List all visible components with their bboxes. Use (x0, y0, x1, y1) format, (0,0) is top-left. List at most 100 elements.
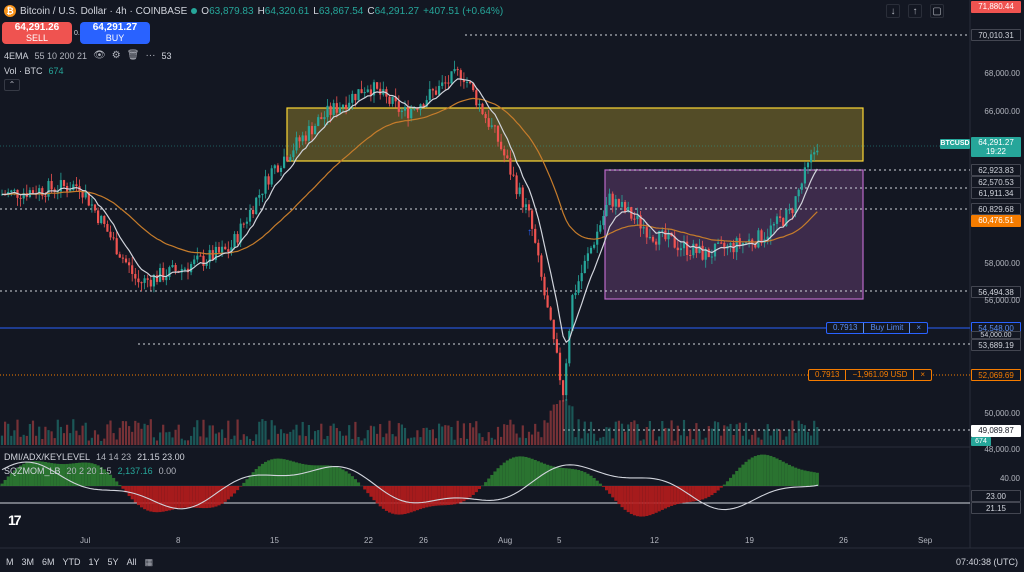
range-button[interactable]: 1Y (88, 557, 100, 567)
candle-body (583, 260, 586, 274)
candle-body (816, 150, 819, 153)
candle-body (655, 241, 658, 245)
volume-bar (35, 435, 38, 445)
sell-button[interactable]: 64,291.26 SELL (2, 22, 72, 44)
candle-body (552, 319, 555, 340)
volume-bar (732, 435, 735, 445)
volume-bar (41, 439, 44, 445)
dmi-indicator-row[interactable]: DMI/ADX/KEYLEVEL 14 14 23 21.15 23.00 (4, 452, 185, 462)
momentum-bar (9, 473, 13, 486)
momentum-bar (149, 486, 153, 512)
momentum-bar (313, 465, 317, 486)
momentum-bar (223, 486, 227, 502)
momentum-bar (713, 486, 717, 493)
candle-body (149, 279, 152, 287)
momentum-bar (784, 463, 788, 486)
candle-body (689, 254, 692, 256)
delete-icon[interactable]: 🗑 (126, 50, 140, 61)
volume-bar (639, 440, 642, 445)
momentum-bar (685, 486, 689, 503)
candle-body (286, 156, 289, 161)
utc-clock[interactable]: 07:40:38 (UTC) (955, 557, 1018, 567)
range-button[interactable]: M (6, 557, 14, 567)
candle-body (450, 71, 453, 84)
candle-body (258, 195, 261, 198)
momentum-bar (434, 486, 438, 506)
volume-bar (168, 431, 171, 445)
candle-body (193, 259, 196, 265)
momentum-bar (676, 486, 680, 505)
time-label: 5 (557, 536, 562, 545)
range-button[interactable]: 3M (21, 557, 35, 567)
volume-bar (289, 431, 292, 445)
range-button[interactable]: YTD (62, 557, 81, 567)
time-axis[interactable]: Jul 8 15 22 26 Aug 5 12 19 26 Sep (0, 532, 970, 548)
range-button[interactable]: All (126, 557, 137, 567)
candle-body (472, 83, 475, 91)
momentum-bar (518, 456, 522, 486)
symbol-title[interactable]: Bitcoin / U.S. Dollar · 4h · COINBASE (20, 5, 188, 17)
momentum-bar (161, 486, 165, 512)
momentum-bar (601, 486, 605, 487)
candle-body (397, 101, 400, 112)
buy-limit-order[interactable]: 0.7913 Buy Limit × (826, 322, 929, 334)
volume-indicator-row[interactable]: Vol · BTC 674 (4, 66, 64, 76)
momentum-bar (456, 486, 460, 504)
volume-bar (180, 438, 183, 445)
candle-body (224, 246, 227, 250)
maximize-icon[interactable]: ▢ (930, 4, 944, 18)
volume-bar (540, 437, 543, 445)
momentum-bar (183, 486, 187, 508)
volume-bar (137, 422, 140, 445)
more-icon[interactable]: ··· (145, 50, 156, 61)
momentum-bar (636, 486, 640, 517)
calendar-icon[interactable]: ▦ (144, 556, 154, 567)
candle-body (627, 207, 630, 212)
momentum-bar (766, 455, 770, 486)
volume-bar (146, 425, 149, 445)
volume-bar (273, 425, 276, 445)
time-label: 26 (839, 536, 848, 545)
ema-indicator-row[interactable]: 4EMA 55 10 200 21 👁 ⚙ 🗑 ··· 53 (4, 50, 172, 61)
buy-button[interactable]: 64,291.27 BUY (80, 22, 150, 44)
arrow-down-icon[interactable]: ↓ (886, 4, 900, 18)
momentum-bar (505, 460, 509, 486)
candle-body (366, 89, 369, 93)
momentum-bar (592, 478, 596, 486)
arrow-up-icon[interactable]: ↑ (908, 4, 922, 18)
momentum-bar (96, 465, 100, 486)
candle-body (710, 256, 713, 258)
range-button[interactable]: 5Y (107, 557, 119, 567)
price-label: 68,000.00 (984, 69, 1020, 78)
range-button[interactable]: 6M (42, 557, 55, 567)
collapse-indicators-button[interactable]: ⌃ (4, 79, 20, 91)
eye-icon[interactable]: 👁 (93, 50, 106, 61)
volume-bar (580, 438, 583, 445)
close-position-icon[interactable]: × (920, 370, 926, 379)
position-order[interactable]: 0.7913 −1,961.09 USD × (808, 369, 933, 381)
volume-bar (25, 435, 28, 445)
candle-body (748, 239, 751, 243)
candle-body (493, 125, 496, 127)
volume-bar (701, 439, 704, 445)
candle-body (571, 295, 574, 331)
settings-icon[interactable]: ⚙ (111, 50, 121, 61)
volume-bar (31, 420, 35, 445)
level-tag: 70,010.31 (971, 29, 1021, 41)
volume-bar (307, 424, 310, 445)
level-tag: 62,923.83 (971, 164, 1021, 176)
volume-bar (186, 440, 190, 445)
momentum-bar (763, 454, 767, 486)
volume-bar (248, 438, 252, 445)
candle-body (31, 190, 35, 194)
momentum-bar (189, 486, 193, 508)
volume-bar (729, 423, 732, 445)
volume-bar (589, 421, 593, 445)
volume-bar (459, 438, 462, 445)
sqzmom-indicator-row[interactable]: SQZMOM_LB 20 2 20 1.5 2,137.16 0.00 (4, 466, 177, 476)
close-order-icon[interactable]: × (916, 323, 922, 332)
momentum-bar (524, 456, 528, 486)
candle-body (276, 165, 279, 172)
momentum-bar (68, 463, 72, 486)
